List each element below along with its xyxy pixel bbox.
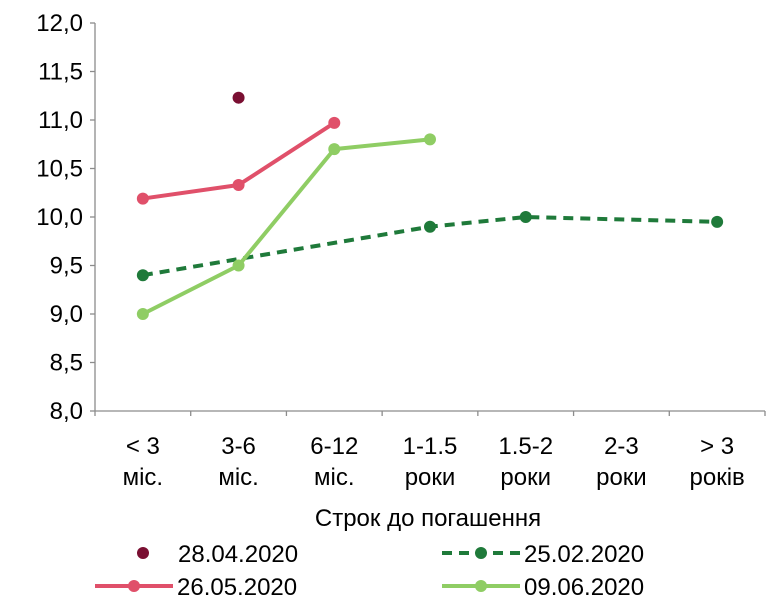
x-tick-label: 1.5-2 роки xyxy=(498,433,553,491)
series-28.04.2020 xyxy=(233,92,245,104)
legend-marker xyxy=(475,547,487,559)
data-point xyxy=(233,92,245,104)
data-point xyxy=(711,216,723,228)
data-point xyxy=(424,133,436,145)
data-point xyxy=(137,193,149,205)
x-tick-label: 6-12 міс. xyxy=(310,433,358,491)
x-tick-labels: < 3 міс. 3-6 міс. 6-12 міс. 1-1.5 роки 1.5-2 роки… xyxy=(123,433,745,491)
x-tick-label: < 3 міс. xyxy=(123,433,164,491)
data-point xyxy=(137,269,149,281)
y-tick-label: 9,0 xyxy=(50,301,83,328)
x-tick-label: 1-1.5 роки xyxy=(403,433,458,491)
y-tick-label: 10,0 xyxy=(36,204,83,231)
legend-marker xyxy=(475,580,487,592)
data-point xyxy=(233,179,245,191)
legend-item: 28.04.2020 xyxy=(137,541,298,568)
y-tick-label: 8,5 xyxy=(50,350,83,377)
x-tick-label: 2-3 роки xyxy=(596,433,647,491)
series-layer xyxy=(137,92,723,320)
x-axis-title: Строк до погашення xyxy=(315,505,541,532)
y-tick-label: 8,0 xyxy=(50,398,83,425)
data-point xyxy=(137,308,149,320)
legend-label: 09.06.2020 xyxy=(524,574,644,601)
y-tick-label: 10,5 xyxy=(36,156,83,183)
data-point xyxy=(233,260,245,272)
data-point xyxy=(520,211,532,223)
x-tick-label: 3-6 міс. xyxy=(218,433,259,491)
x-tick-label: > 3 років xyxy=(690,433,745,491)
legend-marker xyxy=(128,580,140,592)
axes xyxy=(90,23,765,416)
y-tick-label: 11,0 xyxy=(38,107,83,134)
data-point xyxy=(328,143,340,155)
series-09.06.2020 xyxy=(137,133,436,320)
data-point xyxy=(328,117,340,129)
legend-item: 26.05.2020 xyxy=(95,574,297,601)
legend-marker xyxy=(137,547,149,559)
legend-label: 28.04.2020 xyxy=(178,541,298,568)
y-tick-label: 12,0 xyxy=(36,10,83,37)
legend-label: 25.02.2020 xyxy=(524,541,644,568)
legend: 28.04.2020 25.02.2020 26.05.2020 09.06.2020 xyxy=(95,541,644,601)
legend-item: 25.02.2020 xyxy=(442,541,644,568)
data-point xyxy=(424,221,436,233)
series-line xyxy=(143,139,430,314)
series-26.05.2020 xyxy=(137,117,340,205)
legend-label: 26.05.2020 xyxy=(177,574,297,601)
legend-item: 09.06.2020 xyxy=(442,574,644,601)
y-tick-label: 9,5 xyxy=(50,253,83,280)
y-tick-labels: 8,0 8,5 9,0 9,5 10,0 10,5 11,0 11,5 12,0 xyxy=(36,10,83,425)
y-tick-label: 11,5 xyxy=(38,59,83,86)
